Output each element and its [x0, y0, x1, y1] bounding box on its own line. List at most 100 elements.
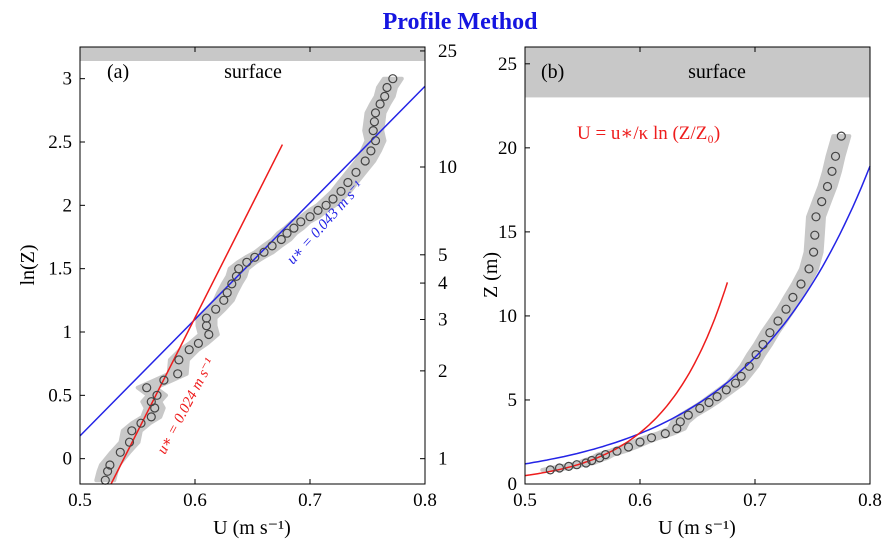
panel-b-xlabel: U (m s⁻¹): [658, 517, 736, 539]
panel-a-data-point: [382, 82, 392, 93]
panel-a-data-point: [211, 304, 221, 314]
panel-b-data-point: [581, 458, 591, 468]
panel-b-data-point: [808, 247, 819, 257]
panel-a-observed-band: [94, 76, 404, 483]
panel-a-y-tick-label: 1.5: [48, 259, 72, 280]
panel-b-y-tick-label: 15: [498, 222, 517, 243]
panel-b-data-point: [836, 131, 846, 141]
panel-a-data-point: [201, 313, 212, 323]
panel-b-data-point: [721, 385, 731, 395]
panel-b-data-point: [635, 437, 645, 447]
panel-b-data-point: [554, 463, 565, 473]
figure-title: Profile Method: [383, 9, 539, 35]
panel-a-data-point: [124, 437, 135, 447]
panel-b-data-point: [744, 361, 754, 371]
panel-a-data-point: [115, 447, 125, 457]
panel-b-x-tick-label: 0.8: [858, 490, 882, 511]
panel-a-data-point: [370, 136, 381, 146]
panel-b-data-point: [830, 151, 841, 161]
panel-b-data-point: [822, 181, 833, 192]
panel-b-blue-fit-curve: [524, 165, 871, 465]
panel-a: 0.5 0.6 0.7 0.8 0 0.5 1 1.5 2 2.5 3 1 2 3 4 5 10 25 (a)…: [17, 41, 457, 539]
panel-b-data-point: [730, 378, 741, 388]
panel-b-data-point: [817, 197, 827, 207]
panel-a-y-tick-label: 3: [63, 69, 73, 90]
panel-b-data-point: [572, 460, 582, 470]
panel-b-data-point: [545, 465, 555, 475]
panel-a-right-tick-label: 4: [438, 273, 448, 294]
panel-b-fit-lines: [524, 165, 871, 477]
panel-b-y-tick-label: 0: [508, 474, 518, 495]
panel-b-x-tick-label: 0.7: [743, 490, 767, 511]
panel-b-plot-frame: [524, 46, 871, 485]
panel-a-surface-label: surface: [224, 61, 282, 83]
panel-b-ylabel: Z (m): [480, 252, 502, 298]
panel-b-data-point: [736, 371, 746, 381]
panel-a-data-point: [366, 146, 376, 156]
panel-a-data-point: [184, 345, 194, 355]
panel-b-data-point: [704, 397, 714, 408]
panel-a-data-point: [276, 234, 286, 245]
panel-a-data-point: [388, 74, 398, 84]
panel-b-observed-band: [540, 134, 852, 472]
panel-a-data-point: [102, 466, 113, 476]
panel-a-data-point: [193, 338, 203, 348]
panel-a-right-tick-label: 25: [438, 41, 457, 62]
panel-a-data-point: [146, 397, 156, 407]
panel-a-data-point: [321, 200, 331, 210]
panel-b-data-point: [712, 392, 722, 402]
panel-b-data-point: [683, 410, 693, 420]
panel-a-y-tick-label: 0: [63, 449, 73, 470]
panel-b-points: [545, 131, 846, 475]
panel-a-data-point: [313, 205, 323, 215]
panel-a-y-tick-label: 2: [63, 195, 73, 216]
panel-a-data-point: [222, 288, 232, 298]
panel-a-right-tick-label: 2: [438, 361, 448, 382]
panel-a-data-point: [369, 117, 379, 127]
panel-a-data-point: [227, 279, 237, 289]
panel-b-surface-band: [525, 47, 870, 98]
panel-b: 0.5 0.6 0.7 0.8 0 5 10 15 20 25 (b) surface U = …: [480, 46, 882, 539]
panel-b-x-ticks: 0.5 0.6 0.7 0.8: [513, 47, 882, 511]
panel-b-data-point: [773, 316, 783, 326]
panel-a-x-tick-label: 0.8: [413, 490, 437, 511]
panel-a-data-point: [242, 257, 252, 267]
panel-b-data-point: [811, 212, 821, 222]
panel-a-data-point: [368, 126, 378, 136]
panel-b-equation-label: U = u∗/κ ln (Z/Z₀): [577, 123, 720, 144]
panel-a-data-point: [152, 390, 162, 400]
panel-a-x-tick-label: 0.5: [68, 490, 92, 511]
panel-a-data-point: [343, 177, 353, 188]
panel-b-x-tick-label: 0.6: [628, 490, 652, 511]
panel-b-y-tick-label: 25: [498, 54, 517, 75]
panel-a-data-point: [267, 241, 277, 251]
panel-a-data-point: [136, 418, 146, 428]
panel-a-data-point: [360, 156, 370, 166]
panel-b-data-point: [751, 350, 761, 360]
panel-b-x-tick-label: 0.5: [513, 490, 537, 511]
panel-a-data-point: [127, 426, 137, 436]
panel-a-y-tick-label: 1: [63, 322, 73, 343]
panel-a-data-point: [351, 167, 361, 177]
panel-a-x-tick-label: 0.6: [183, 490, 207, 511]
panel-b-data-point: [758, 339, 768, 350]
panel-a-data-point: [173, 369, 183, 379]
panel-b-data-point: [646, 433, 657, 443]
panel-b-y-ticks: 0 5 10 15 20 25: [498, 54, 530, 495]
panel-a-y-tick-label: 2.5: [48, 132, 72, 153]
panel-b-label: (b): [541, 61, 564, 83]
panel-a-right-axis: 1 2 3 4 5 10 25: [420, 41, 457, 470]
panel-b-data-point: [600, 450, 611, 460]
panel-a-points: [100, 74, 398, 485]
panel-b-data-point: [788, 292, 798, 302]
panel-a-xlabel: U (m s⁻¹): [213, 517, 291, 539]
panel-b-data-point: [765, 328, 775, 338]
panel-a-surface-band: [80, 47, 425, 61]
panel-a-right-tick-label: 10: [438, 157, 457, 178]
panel-b-data-point: [810, 230, 820, 240]
panel-a-plot-frame: [79, 46, 426, 485]
panel-a-data-point: [289, 223, 299, 233]
panel-a-data-point: [282, 228, 292, 238]
panel-b-data-point: [827, 166, 837, 176]
panel-a-y-ticks: 0 0.5 1 1.5 2 2.5 3: [48, 69, 85, 470]
